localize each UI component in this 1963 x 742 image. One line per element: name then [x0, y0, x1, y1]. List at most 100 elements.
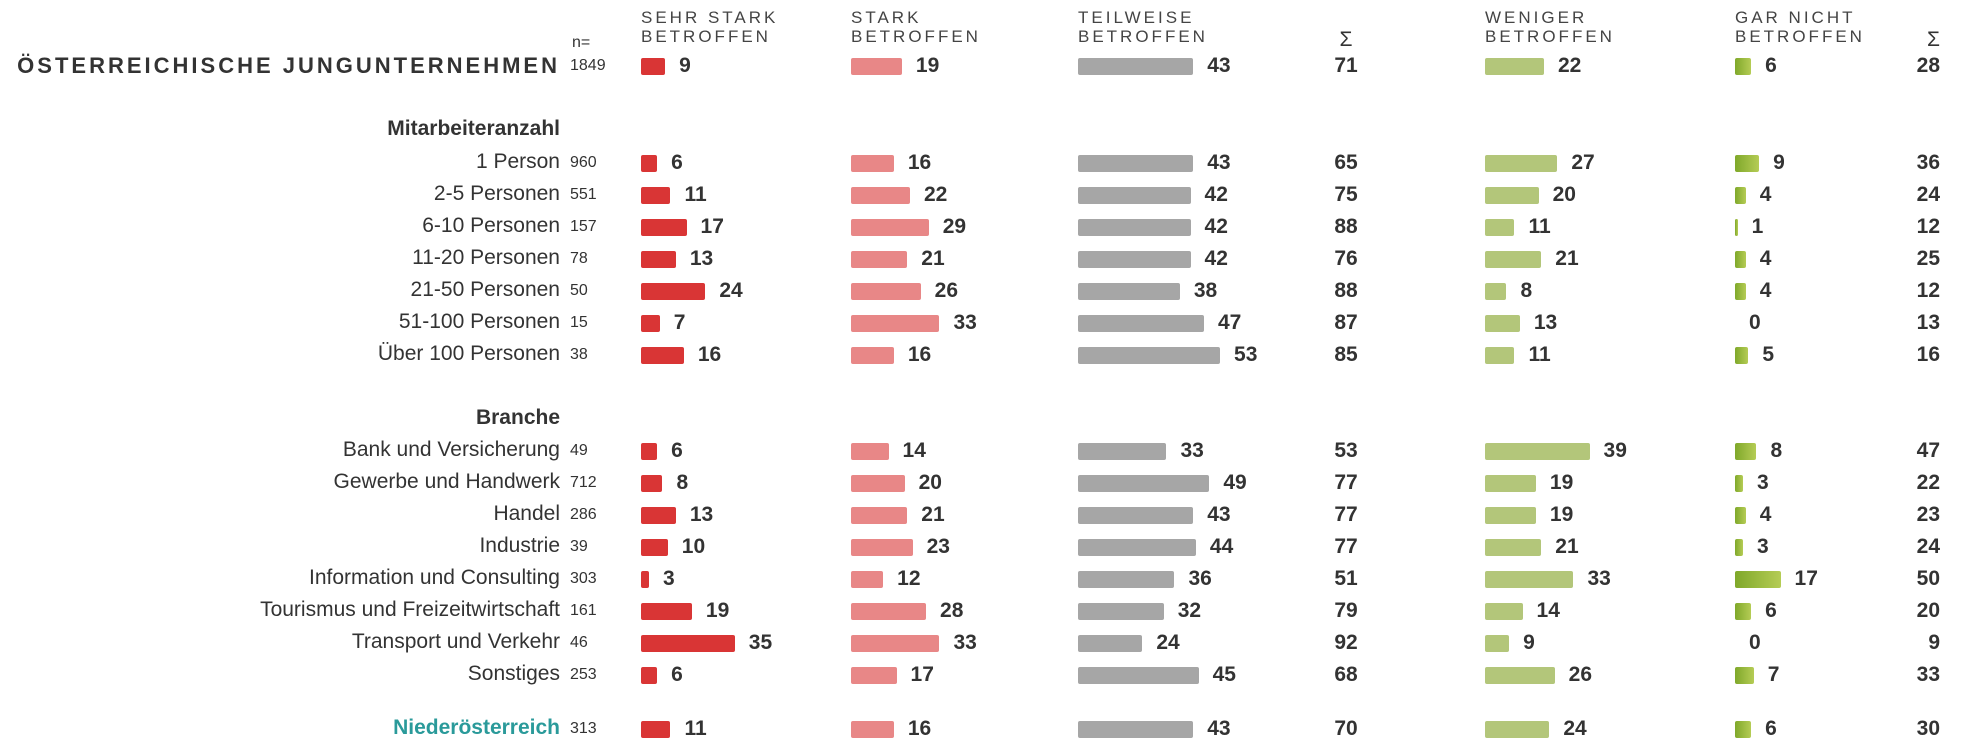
sum-value: 53 [1334, 439, 1358, 462]
value-label: 4 [1759, 503, 1772, 526]
bar [641, 602, 692, 620]
bar [1485, 442, 1590, 460]
row-n: 253 [570, 666, 597, 683]
bar [1485, 282, 1507, 300]
bar [1078, 720, 1194, 738]
bar [1078, 570, 1175, 588]
bar [851, 154, 894, 172]
value-label: 17 [1794, 567, 1818, 590]
bar [641, 346, 684, 364]
bar [1735, 154, 1760, 172]
sum-value: 30 [1916, 717, 1940, 740]
sum-value: 23 [1916, 503, 1940, 526]
bar [1735, 282, 1746, 300]
value-label: 53 [1234, 343, 1258, 366]
column-header: STARK BETROFFEN [851, 8, 981, 46]
value-label: 4 [1759, 183, 1772, 206]
bar [1485, 154, 1558, 172]
value-label: 11 [1528, 343, 1551, 366]
bar [1485, 602, 1523, 620]
sum-value: 92 [1334, 631, 1358, 654]
value-label: 21 [1555, 535, 1579, 558]
row-label: Information und Consulting [309, 566, 560, 589]
sum-value: 28 [1916, 54, 1940, 77]
row-label: Bank und Versicherung [342, 438, 560, 461]
value-label: 42 [1204, 247, 1228, 270]
value-label: 24 [719, 279, 743, 302]
bar [641, 57, 666, 75]
value-label: 8 [1520, 279, 1533, 302]
sum-value: 12 [1916, 279, 1940, 302]
column-header: SEHR STARK BETROFFEN [641, 8, 779, 46]
value-label: 17 [910, 663, 934, 686]
bar [1485, 474, 1536, 492]
row-n: 1849 [570, 57, 606, 74]
bar [851, 186, 910, 204]
row-n: 303 [570, 570, 597, 587]
value-label: 49 [1223, 471, 1247, 494]
sum-value: 22 [1916, 471, 1940, 494]
value-label: 38 [1193, 279, 1218, 302]
value-label: 33 [1587, 567, 1611, 590]
value-label: 8 [676, 471, 689, 494]
value-label: 7 [673, 311, 686, 334]
value-label: 21 [921, 503, 945, 526]
row-n: 161 [570, 602, 597, 619]
value-label: 42 [1204, 183, 1228, 206]
bar [851, 474, 905, 492]
value-label: 3 [1757, 535, 1769, 558]
bar [1485, 538, 1542, 556]
bar [1078, 218, 1191, 236]
bar [851, 346, 894, 364]
sum-value: 71 [1334, 54, 1358, 77]
value-label: 14 [902, 439, 926, 462]
value-label: 47 [1217, 311, 1242, 334]
row-n: 38 [570, 346, 588, 363]
row-label: Handel [493, 502, 560, 525]
value-label: 6 [1765, 599, 1777, 622]
row-label: 11-20 Personen [412, 246, 560, 269]
value-label: 28 [940, 599, 964, 622]
sum-header: Σ [1927, 28, 1940, 51]
value-label: 32 [1177, 599, 1202, 622]
bar [1078, 538, 1196, 556]
bar [641, 154, 658, 172]
sum-value: 70 [1334, 717, 1358, 740]
column-header: TEILWEISE BETROFFEN [1078, 8, 1208, 46]
sum-value: 77 [1334, 535, 1358, 558]
value-label: 13 [689, 247, 714, 270]
bar [1735, 666, 1754, 684]
bar [1078, 186, 1191, 204]
bar [1485, 218, 1515, 236]
value-label: 11 [1528, 215, 1551, 238]
value-label: 23 [926, 535, 950, 558]
bar [851, 314, 940, 332]
value-label: 6 [671, 439, 683, 462]
value-label: 20 [918, 471, 942, 494]
row-n: 157 [570, 218, 597, 235]
value-label: 3 [663, 567, 675, 590]
value-label: 24 [1563, 717, 1587, 740]
value-label: 19 [1549, 503, 1574, 526]
value-label: 22 [1557, 54, 1582, 77]
sum-value: 76 [1334, 247, 1358, 270]
value-label: 43 [1207, 717, 1231, 740]
bar [641, 186, 671, 204]
bar [1735, 250, 1746, 268]
value-label: 43 [1207, 54, 1231, 77]
value-label: 43 [1207, 503, 1231, 526]
bar [851, 250, 908, 268]
bar [1485, 634, 1510, 652]
bar [641, 314, 660, 332]
row-label: Sonstiges [467, 662, 560, 685]
bar [1078, 282, 1180, 300]
sum-value: 36 [1916, 151, 1940, 174]
row-n: 46 [570, 634, 588, 651]
sum-value: 75 [1334, 183, 1358, 206]
sum-value: 77 [1334, 503, 1358, 526]
value-label: 26 [934, 279, 959, 302]
value-label: 33 [1180, 439, 1204, 462]
sum-value: 65 [1334, 151, 1358, 174]
value-label: 19 [915, 54, 940, 77]
row-n: 78 [570, 250, 588, 267]
